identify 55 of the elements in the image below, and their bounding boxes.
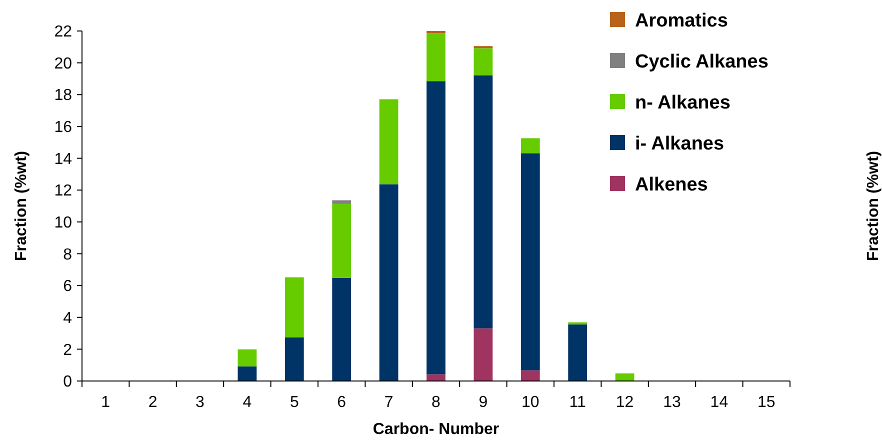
bar bbox=[568, 324, 588, 381]
x-tick-label: 11 bbox=[569, 394, 586, 411]
bar bbox=[520, 370, 540, 381]
y-tick-label: 4 bbox=[63, 310, 72, 327]
y2-axis-title: Fraction (%wt) bbox=[865, 150, 882, 262]
x-tick-label: 2 bbox=[148, 394, 158, 411]
bar bbox=[520, 153, 540, 370]
x-tick-label: 4 bbox=[242, 394, 252, 411]
bar bbox=[474, 75, 493, 328]
y-tick-label: 12 bbox=[54, 182, 72, 200]
bar bbox=[332, 278, 352, 381]
x-tick-label: 1 bbox=[101, 394, 110, 411]
bar bbox=[379, 184, 398, 381]
y-tick-label: 6 bbox=[63, 278, 72, 296]
y-tick-label: 0 bbox=[63, 374, 72, 391]
x-tick-label: 14 bbox=[710, 394, 728, 411]
legend-label: n- Alkanes bbox=[635, 92, 730, 114]
x-tick-label: 9 bbox=[478, 394, 488, 411]
legend-label: Alkenes bbox=[635, 174, 708, 196]
bar bbox=[284, 277, 304, 338]
bar bbox=[520, 138, 540, 154]
x-axis-title: Carbon- Number bbox=[372, 421, 500, 438]
bar bbox=[332, 200, 352, 204]
legend-label: Cyclic Alkanes bbox=[635, 52, 768, 73]
y-axis-title: Fraction (%wt) bbox=[13, 150, 30, 262]
y-tick-label: 14 bbox=[54, 150, 72, 168]
x-tick-label: 6 bbox=[337, 394, 346, 411]
x-tick-label: 5 bbox=[290, 394, 299, 411]
legend-label: i- Alkanes bbox=[635, 134, 724, 155]
y-tick-label: 18 bbox=[54, 87, 72, 104]
y-tick-label: 2 bbox=[63, 342, 72, 359]
bar bbox=[238, 349, 257, 366]
y-tick-label: 10 bbox=[54, 214, 72, 232]
bar bbox=[426, 81, 446, 374]
bar bbox=[474, 48, 493, 76]
bar bbox=[426, 33, 446, 82]
x-tick-label: 3 bbox=[196, 394, 205, 411]
y-tick-label: 22 bbox=[54, 24, 72, 41]
x-tick-label: 12 bbox=[616, 394, 634, 411]
bar bbox=[426, 374, 446, 381]
y-tick-label: 16 bbox=[54, 119, 72, 136]
x-tick-label: 13 bbox=[663, 394, 681, 411]
bar bbox=[379, 99, 398, 184]
x-tick-label: 15 bbox=[758, 394, 776, 411]
y-tick-label: 20 bbox=[54, 55, 72, 72]
y-tick-label: 8 bbox=[63, 246, 72, 264]
bar bbox=[238, 366, 257, 381]
bar bbox=[332, 204, 352, 278]
bar bbox=[474, 328, 493, 381]
bar bbox=[284, 337, 304, 381]
legend-label: Aromatics bbox=[635, 10, 728, 32]
x-tick-label: 8 bbox=[432, 394, 441, 411]
x-tick-label: 7 bbox=[384, 394, 394, 411]
x-tick-label: 10 bbox=[522, 394, 540, 411]
bar bbox=[615, 373, 634, 381]
